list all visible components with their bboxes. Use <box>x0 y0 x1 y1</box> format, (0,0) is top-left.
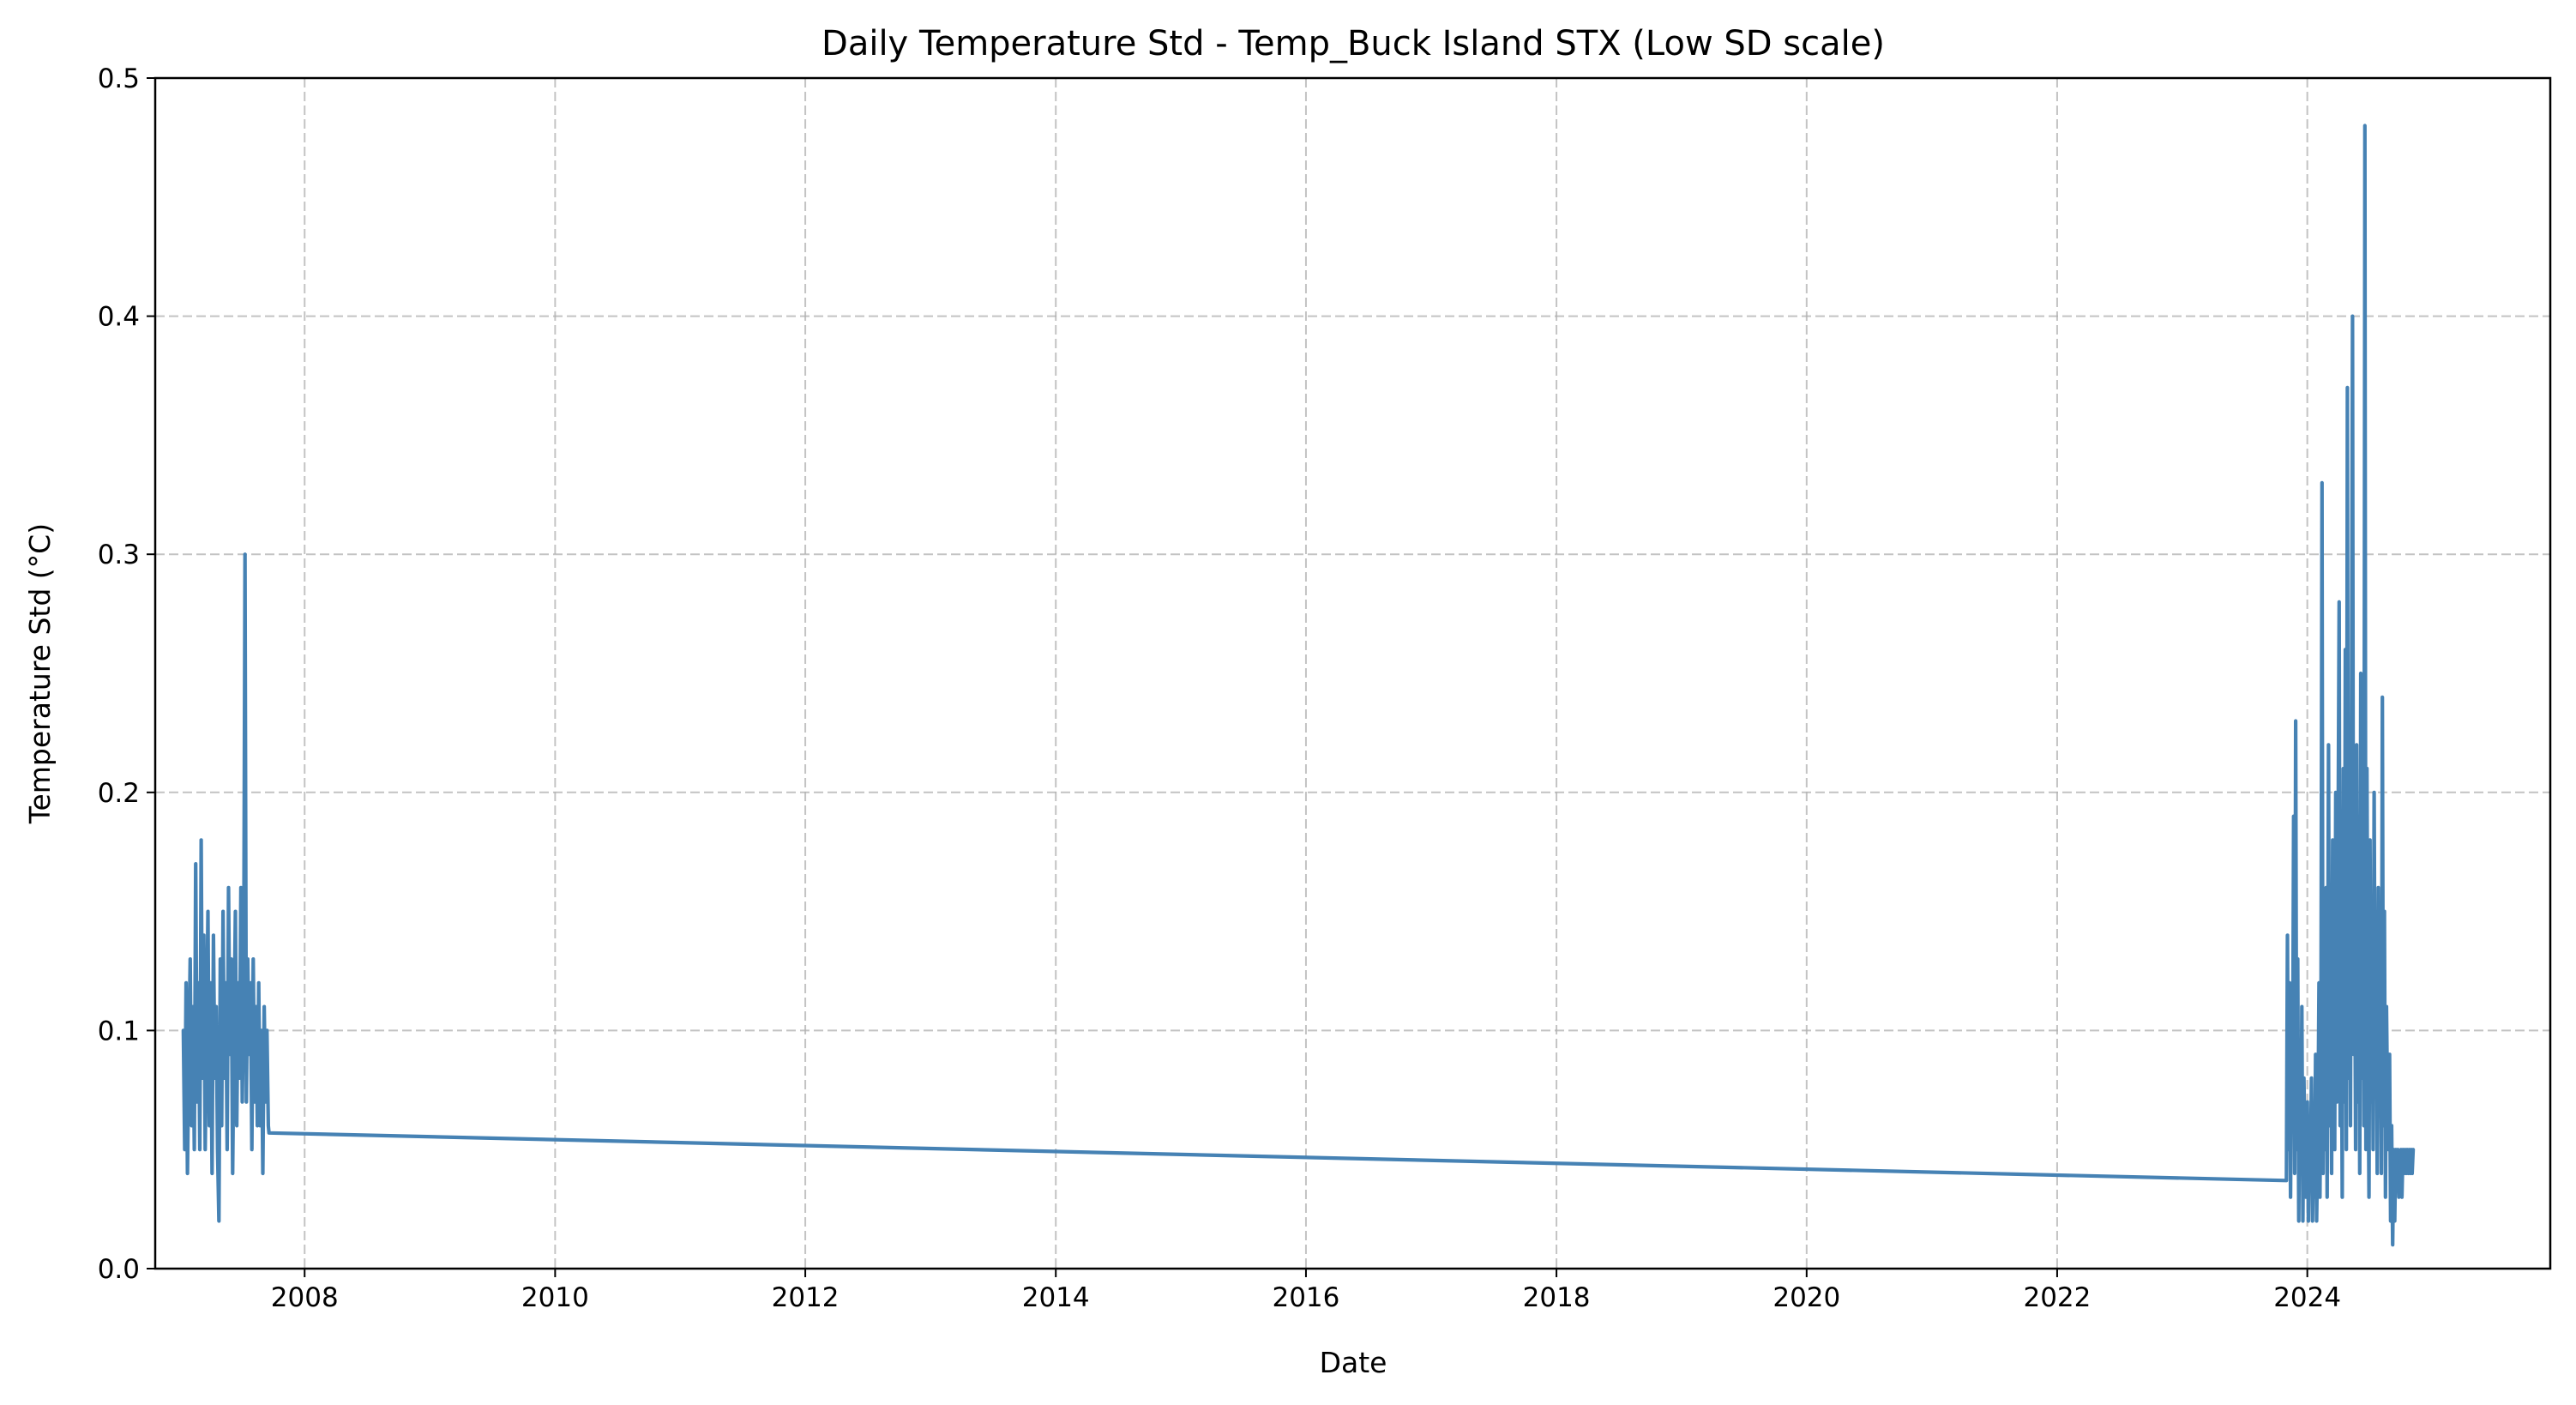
ticks: 2008 2010 2012 2014 2016 2018 2020 2022 2024 0.0 0… <box>98 63 2341 1313</box>
series-line <box>181 124 2416 1247</box>
x-axis-title: Date <box>1320 1346 1387 1379</box>
x-tick-label: 2016 <box>1272 1282 1339 1313</box>
x-tick-label: 2024 <box>2273 1282 2341 1313</box>
chart-title: Daily Temperature Std - Temp_Buck Island… <box>822 24 1885 63</box>
x-tick-label: 2008 <box>271 1282 339 1313</box>
x-tick-label: 2022 <box>2023 1282 2091 1313</box>
y-tick-label: 0.1 <box>98 1016 140 1046</box>
y-axis-title: Temperature Std (°C) <box>23 523 57 824</box>
x-tick-label: 2010 <box>521 1282 589 1313</box>
x-tick-label: 2020 <box>1773 1282 1840 1313</box>
y-tick-label: 0.2 <box>98 778 140 809</box>
y-tick-label: 0.3 <box>98 540 140 570</box>
y-tick-label: 0.0 <box>98 1254 140 1285</box>
plot-frame <box>153 76 2552 1270</box>
x-tick-label: 2012 <box>772 1282 840 1313</box>
x-tick-label: 2018 <box>1523 1282 1591 1313</box>
series-layer <box>181 124 2416 1247</box>
y-tick-label: 0.4 <box>98 302 140 333</box>
y-tick-label: 0.5 <box>98 63 140 94</box>
x-tick-label: 2014 <box>1022 1282 1090 1313</box>
